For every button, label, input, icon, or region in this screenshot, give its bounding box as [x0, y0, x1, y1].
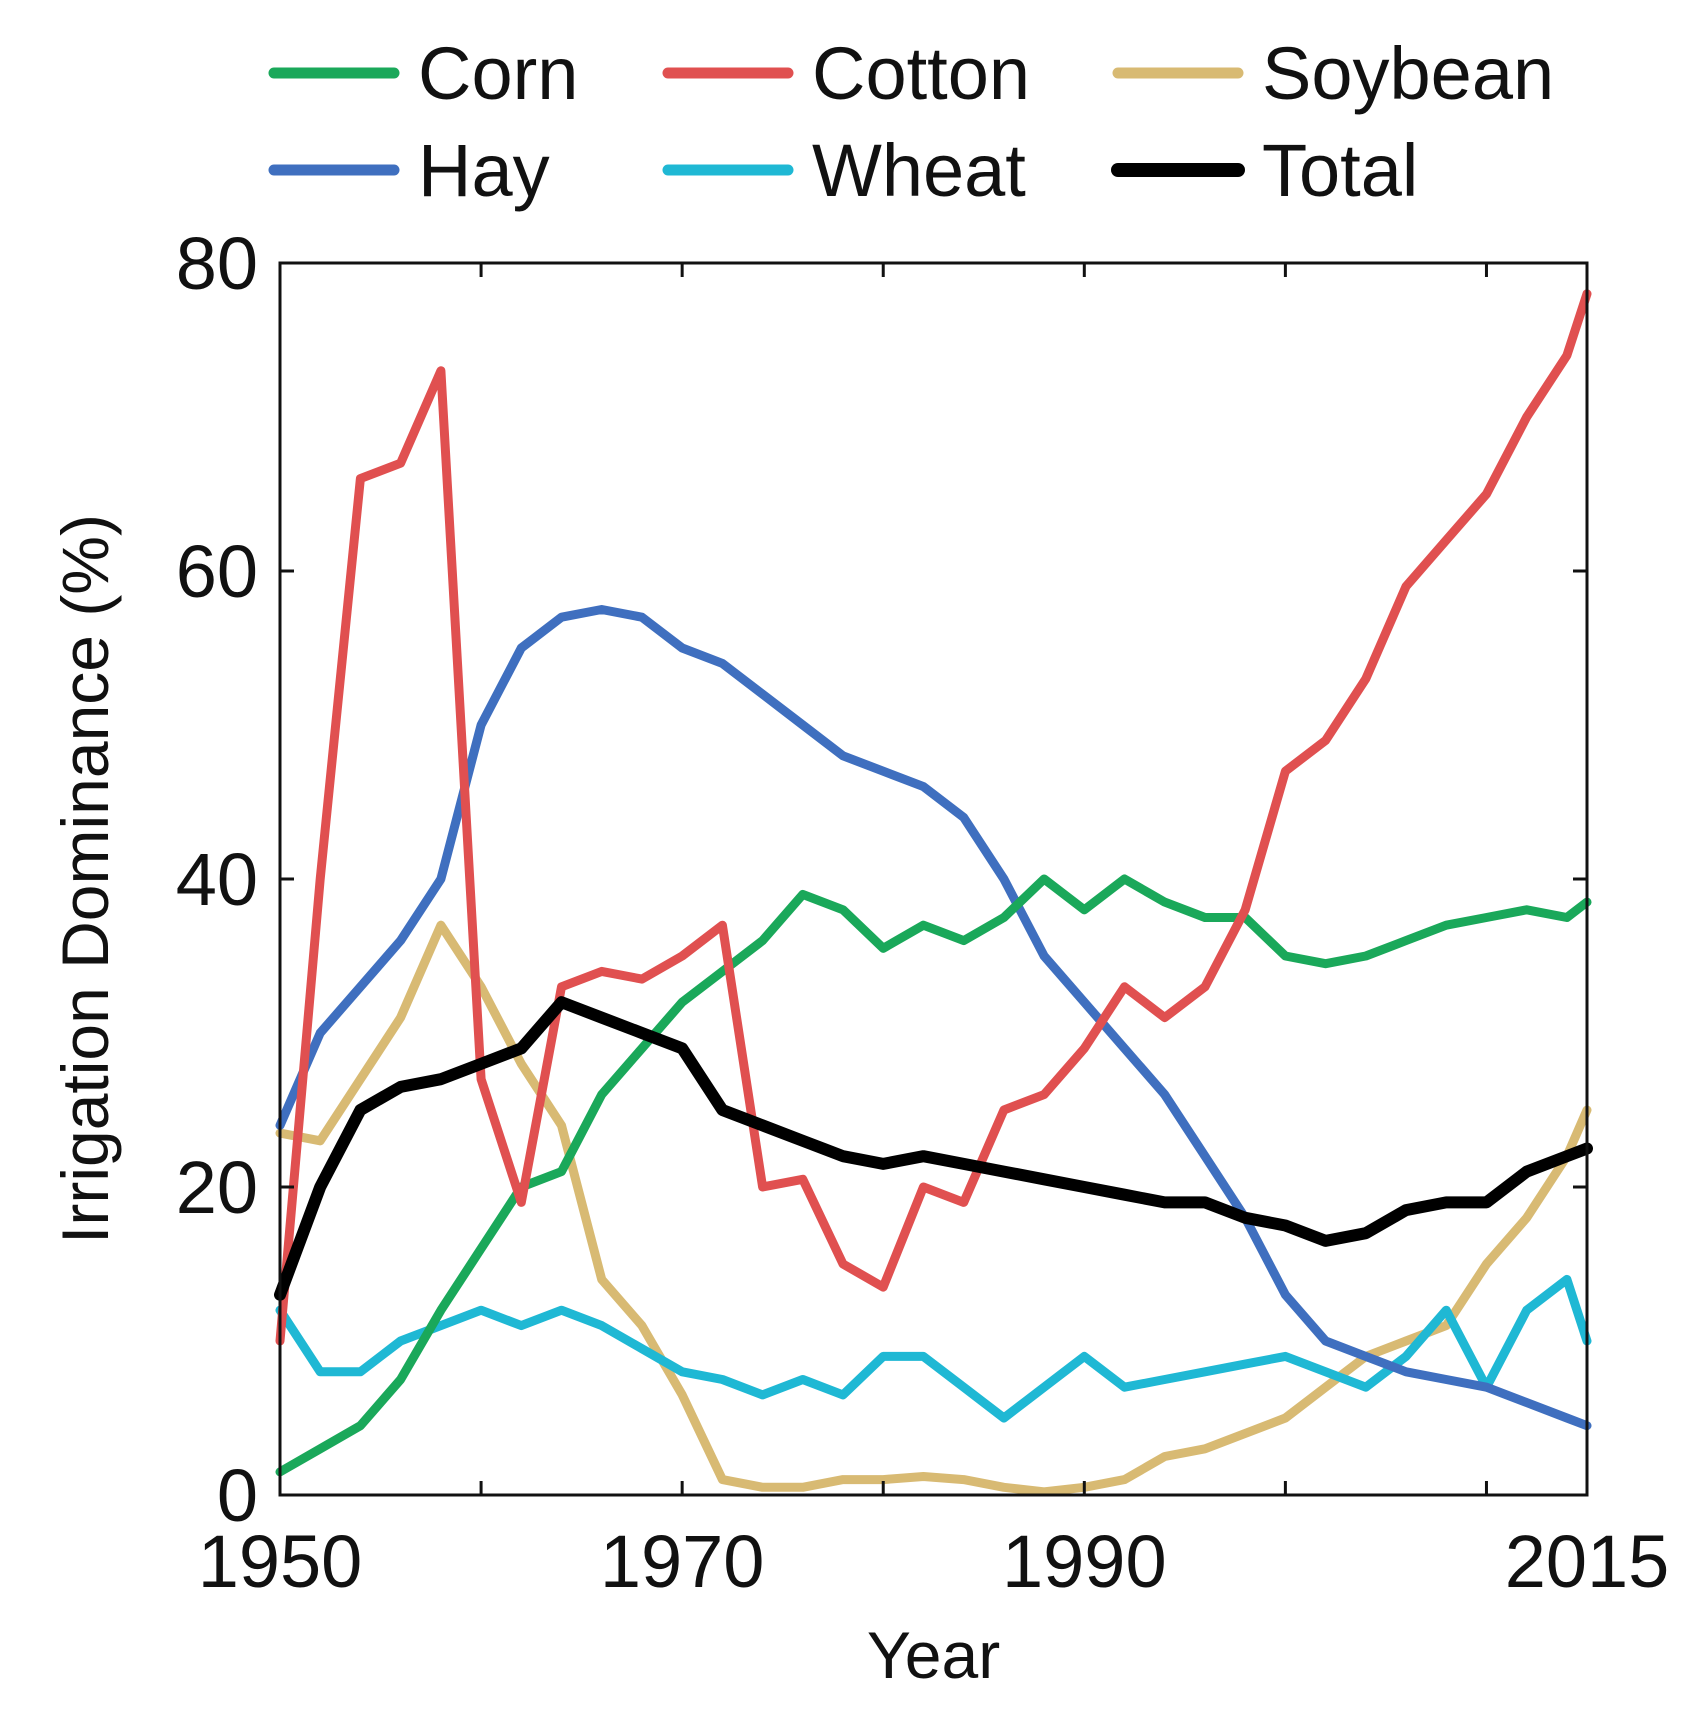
ticks: 0 20 40 60 80 1950 1970 1990 2015 — [176, 222, 1670, 1603]
x-tick-label: 1950 — [198, 1520, 363, 1603]
legend-label-corn: Corn — [418, 32, 578, 115]
y-tick-label: 80 — [176, 222, 258, 305]
x-axis-title: Year — [867, 1618, 1000, 1692]
series-line-wheat — [275, 1274, 1592, 1423]
x-tick-label: 1990 — [1002, 1520, 1167, 1603]
legend-label-total: Total — [1262, 129, 1418, 212]
x-tick-label: 1970 — [600, 1520, 765, 1603]
plot-lines — [274, 289, 1593, 1497]
y-tick-label: 60 — [176, 530, 258, 613]
series-line-soybean — [275, 920, 1592, 1497]
series-line-cotton — [275, 289, 1592, 1346]
legend-label-cotton: Cotton — [812, 32, 1030, 115]
legend: Corn Cotton Soybean Hay Wheat Total — [268, 32, 1554, 212]
series-line-corn — [275, 874, 1592, 1477]
y-tick-label: 40 — [176, 838, 258, 921]
y-axis-title: Irrigation Dominance (%) — [48, 514, 122, 1244]
y-tick-label: 20 — [176, 1146, 258, 1229]
y-tick-label: 0 — [217, 1454, 258, 1537]
series-line-hay — [275, 605, 1592, 1431]
x-tick-label: 2015 — [1505, 1520, 1670, 1603]
legend-label-soybean: Soybean — [1262, 32, 1554, 115]
legend-label-wheat: Wheat — [812, 129, 1026, 212]
legend-label-hay: Hay — [418, 129, 550, 212]
series-line-total — [274, 996, 1593, 1301]
